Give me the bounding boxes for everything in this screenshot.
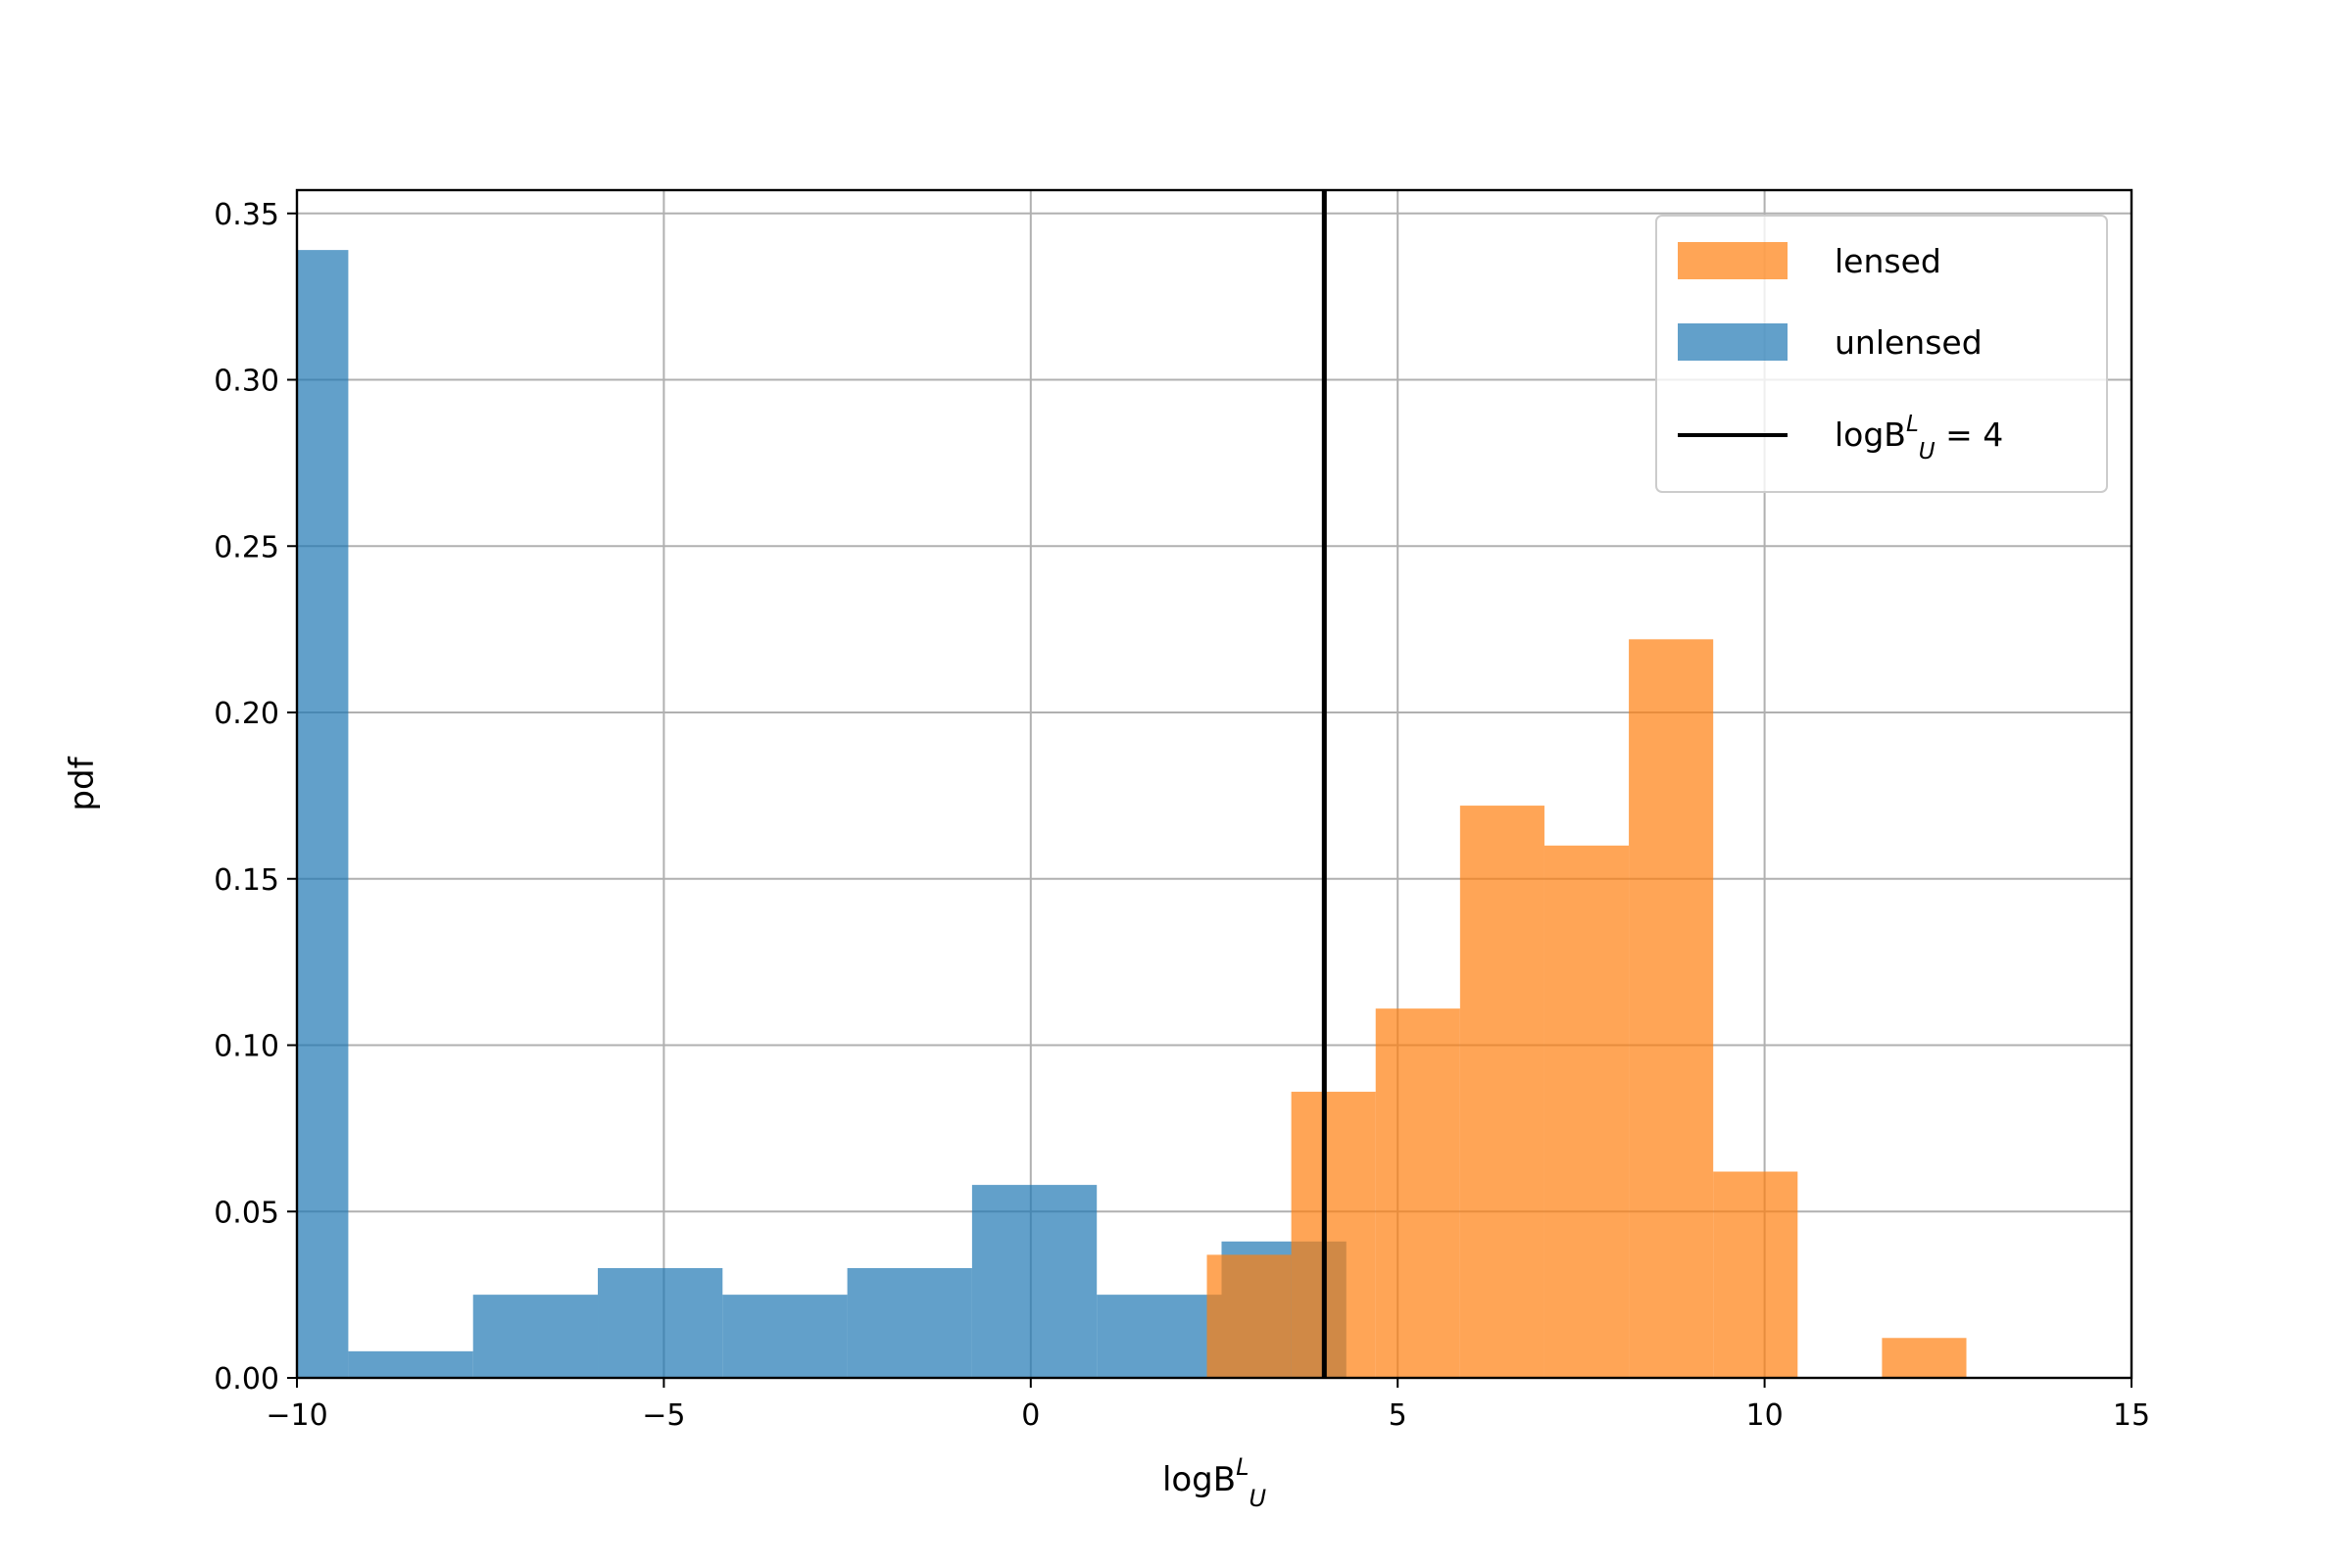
legend-label-unlensed: unlensed: [1835, 323, 1983, 362]
x-axis-label-base: logB: [1162, 1460, 1236, 1499]
x-axis-label-sup: L: [1236, 1453, 1249, 1481]
x-axis-label: logBLU: [1162, 1453, 1267, 1512]
x-tick-label: −5: [642, 1398, 685, 1433]
y-tick-label: 0.10: [214, 1030, 279, 1064]
unlensed-bar: [297, 250, 349, 1378]
x-tick-label: 10: [1746, 1398, 1784, 1433]
legend: lensed unlensed logBLU = 4: [1655, 215, 2108, 493]
y-tick-label: 0.15: [214, 863, 279, 898]
lensed-bar: [1713, 1171, 1798, 1378]
lensed-bar: [1882, 1338, 1967, 1378]
legend-label-lensed: lensed: [1835, 242, 1941, 280]
legend-ref-sub: U: [1919, 439, 1936, 465]
legend-swatch-unlensed: [1678, 323, 1788, 361]
lensed-bar: [1459, 806, 1544, 1378]
lensed-bars: [1206, 639, 1967, 1378]
y-tick-label: 0.00: [214, 1362, 279, 1396]
lensed-bar: [1291, 1092, 1376, 1378]
unlensed-bar: [1097, 1295, 1222, 1378]
x-tick-label: −10: [266, 1398, 327, 1433]
x-axis-label-sub: U: [1249, 1485, 1266, 1512]
unlensed-bar: [472, 1295, 599, 1378]
y-axis-label: pdf: [63, 756, 102, 810]
lensed-bar: [1544, 845, 1630, 1378]
unlensed-bars: [297, 250, 1347, 1378]
y-tick-label: 0.05: [214, 1196, 279, 1230]
unlensed-bar: [722, 1295, 848, 1378]
y-tick-label: 0.35: [214, 198, 279, 232]
plot-frame: [295, 188, 2133, 1380]
x-tick-label: 15: [2113, 1398, 2150, 1433]
legend-ref-sup: L: [1906, 412, 1919, 437]
legend-label-reference: logBLU = 4: [1835, 412, 2003, 465]
unlensed-bar: [598, 1267, 723, 1378]
unlensed-bar: [348, 1350, 473, 1378]
lensed-bar: [1375, 1008, 1460, 1378]
unlensed-bar: [971, 1185, 1098, 1378]
y-tick-label: 0.20: [214, 697, 279, 731]
unlensed-bar: [847, 1267, 972, 1378]
tick-layer: −10 −5 0 5 10 15 0.00 0.05 0.10 0.15 0.20 0.25 0.30 0…: [214, 198, 2150, 1433]
y-tick-label: 0.25: [214, 530, 279, 564]
legend-ref-suffix: = 4: [1936, 416, 2004, 454]
legend-swatch-lensed: [1678, 242, 1788, 279]
y-tick-label: 0.30: [214, 365, 279, 399]
x-tick-label: 0: [1021, 1398, 1040, 1433]
x-tick-label: 5: [1389, 1398, 1407, 1433]
legend-ref-base: logB: [1835, 416, 1906, 454]
lensed-bar: [1629, 639, 1714, 1378]
legend-box: [1655, 215, 2108, 493]
lensed-bar: [1206, 1254, 1292, 1378]
